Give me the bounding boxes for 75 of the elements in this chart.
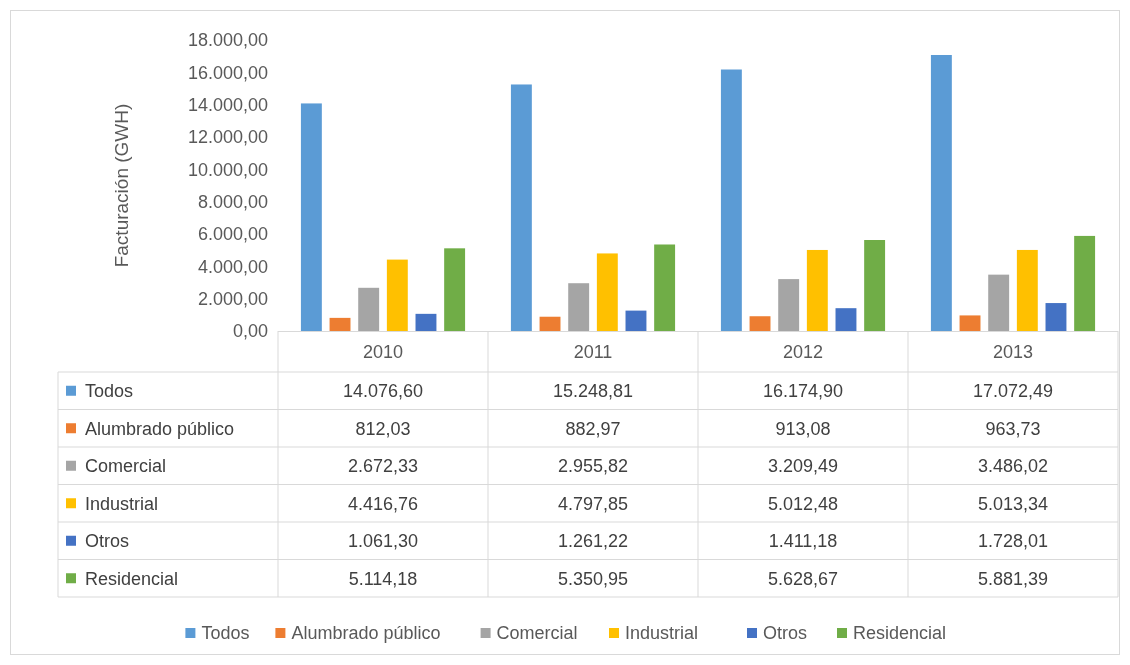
x-tick-label: 2011 bbox=[573, 341, 613, 362]
data-label: 5.881,39 bbox=[977, 568, 1049, 589]
text: Comercial bbox=[496, 623, 578, 644]
data-label: 5.012,48 bbox=[767, 493, 839, 514]
bar bbox=[835, 308, 857, 331]
legend-label: Comercial bbox=[85, 456, 167, 477]
bar bbox=[930, 54, 952, 331]
data-label: 2.955,82 bbox=[557, 456, 629, 477]
data-label: 5.013,34 bbox=[977, 493, 1049, 514]
bar bbox=[386, 259, 408, 331]
data-label: 4.416,76 bbox=[347, 493, 419, 514]
y-tick-label: 12.000,00 bbox=[187, 127, 268, 148]
legend-label: Otros bbox=[763, 623, 808, 644]
bar bbox=[806, 249, 828, 331]
data-label: 1.061,30 bbox=[347, 531, 419, 552]
bar bbox=[568, 283, 590, 331]
bar bbox=[329, 317, 351, 331]
data-label: 3.209,49 bbox=[767, 456, 839, 477]
x-tick-label: 2012 bbox=[782, 341, 824, 362]
bar bbox=[1074, 235, 1096, 331]
data-label: 1.728,01 bbox=[977, 531, 1049, 552]
bar bbox=[720, 69, 742, 331]
x-tick-label: 2013 bbox=[992, 341, 1034, 362]
bar bbox=[654, 244, 676, 331]
text: Residencial bbox=[85, 568, 179, 589]
text: Otros bbox=[85, 531, 130, 552]
data-label: 16.174,90 bbox=[762, 381, 844, 402]
data-label: 882,97 bbox=[565, 418, 621, 439]
y-tick-label: 16.000,00 bbox=[187, 62, 268, 83]
bar bbox=[358, 287, 380, 331]
data-label: 4.797,85 bbox=[557, 493, 629, 514]
data-label: 17.072,49 bbox=[972, 381, 1054, 402]
legend-label: Alumbrado público bbox=[85, 418, 235, 439]
data-label: 14.076,60 bbox=[342, 381, 424, 402]
bar bbox=[988, 274, 1010, 331]
data-label: 15.248,81 bbox=[552, 381, 634, 402]
bar bbox=[415, 313, 437, 331]
bar bbox=[749, 316, 771, 331]
x-tick-label: 2010 bbox=[362, 341, 404, 362]
y-tick-label: 6.000,00 bbox=[197, 224, 268, 245]
y-tick-label: 14.000,00 bbox=[187, 94, 268, 115]
data-label: 5.114,18 bbox=[348, 568, 418, 589]
data-label: 5.350,95 bbox=[557, 568, 629, 589]
legend-label: Todos bbox=[85, 381, 134, 402]
bar bbox=[959, 315, 981, 331]
y-tick-label: 4.000,00 bbox=[197, 256, 268, 277]
y-tick-label: 18.000,00 bbox=[187, 30, 268, 51]
y-tick-label: 0,00 bbox=[232, 321, 268, 342]
bar bbox=[625, 310, 647, 331]
data-label: 2.672,33 bbox=[347, 456, 419, 477]
data-label: 812,03 bbox=[355, 418, 411, 439]
bar bbox=[778, 279, 800, 331]
bar bbox=[596, 253, 618, 331]
text: Industrial bbox=[625, 623, 699, 644]
bar bbox=[539, 316, 561, 331]
y-axis-title: Facturación (GWH) bbox=[111, 103, 132, 268]
data-label: 963,73 bbox=[985, 418, 1041, 439]
y-tick-label: 8.000,00 bbox=[197, 191, 268, 212]
data-label: 913,08 bbox=[775, 418, 831, 439]
bar bbox=[300, 103, 322, 331]
legend-label: Industrial bbox=[85, 493, 159, 514]
bar bbox=[510, 84, 532, 331]
y-tick-label: 10.000,00 bbox=[187, 159, 268, 180]
y-tick-label: 2.000,00 bbox=[197, 288, 268, 309]
data-label: 3.486,02 bbox=[977, 456, 1049, 477]
data-label: 5.628,67 bbox=[767, 568, 839, 589]
text: Alumbrado público bbox=[291, 623, 441, 644]
legend-label: Residencial bbox=[853, 623, 947, 644]
data-label: 1.411,18 bbox=[768, 531, 838, 552]
bar bbox=[444, 248, 466, 331]
data-label: 1.261,22 bbox=[557, 531, 629, 552]
bar bbox=[1045, 303, 1067, 331]
text: Todos bbox=[201, 623, 250, 644]
bar bbox=[864, 240, 886, 331]
bar bbox=[1016, 249, 1038, 331]
